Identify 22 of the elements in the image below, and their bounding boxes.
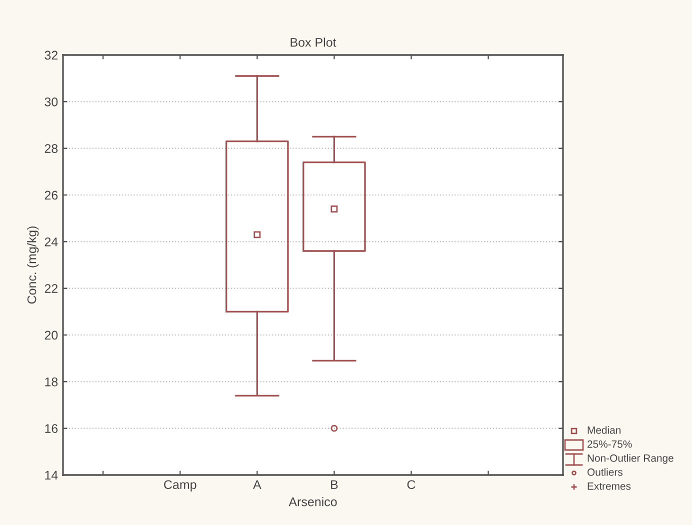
chart-title: Box Plot (290, 38, 336, 47)
x-tick-label: C (407, 480, 416, 490)
y-tick-label: 20 (44, 330, 58, 340)
y-tick-label: 22 (44, 284, 58, 293)
y-tick-label: 14 (45, 470, 58, 480)
text: 25%-75% (588, 440, 632, 448)
text: Non-Outlier Range (588, 454, 674, 464)
x-tick-label: A (253, 480, 262, 489)
text: Extremes (588, 482, 631, 490)
x-axis-title: Arsenico (288, 497, 337, 506)
y-tick-label: 26 (44, 190, 58, 200)
text: Outliers (587, 468, 623, 476)
x-tick-label: B (331, 480, 338, 489)
y-tick-label: 24 (44, 237, 58, 246)
y-tick-label: 32 (44, 50, 58, 60)
y-axis-title: Conc. (mg/kg) (27, 226, 39, 304)
y-tick-label: 30 (44, 97, 58, 106)
y-tick-label: 18 (45, 377, 58, 386)
y-tick-label: 16 (45, 424, 58, 433)
text: Median (588, 426, 620, 434)
x-tick-label: Camp (164, 480, 196, 492)
y-tick-label: 28 (44, 144, 58, 153)
